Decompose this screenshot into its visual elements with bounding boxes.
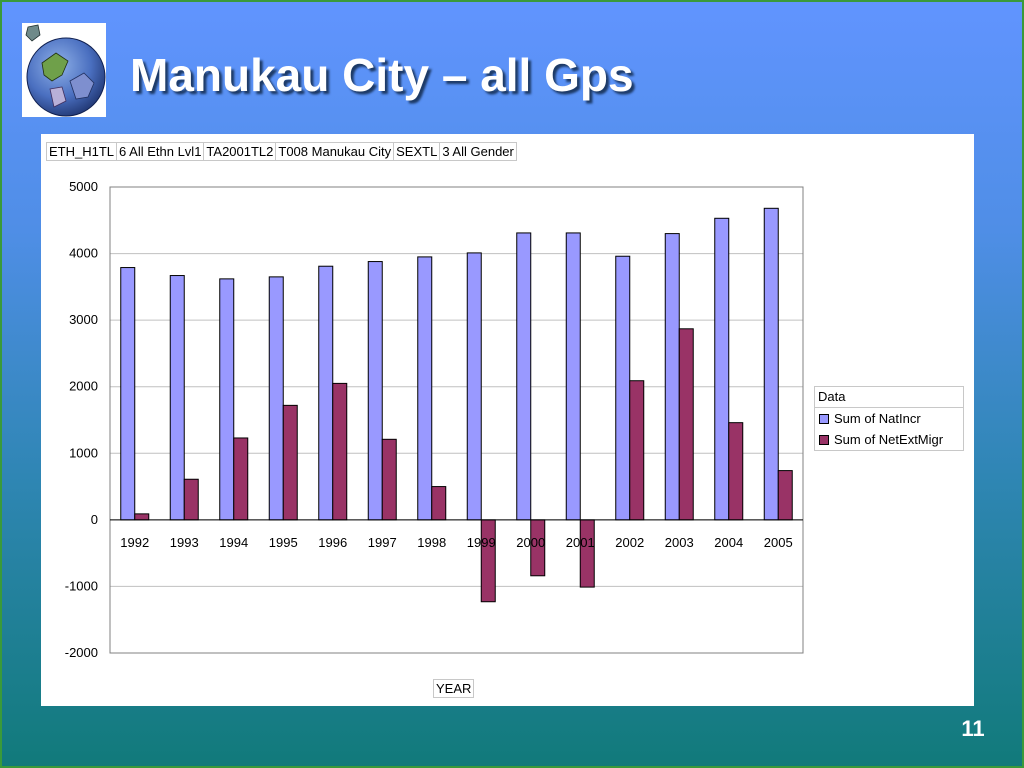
x-tick-label-1992: 1992	[120, 535, 149, 550]
x-tick-label-2001: 2001	[566, 535, 595, 550]
bar-netextmigr-2001	[579, 519, 595, 588]
page-number: 11	[961, 716, 985, 741]
bar-netextmigr-1992	[134, 513, 150, 521]
bar-netextmigr-1999	[480, 519, 496, 603]
x-tick-label-2003: 2003	[665, 535, 694, 550]
legend-label-natincr: Sum of NatIncr	[834, 411, 921, 426]
x-tick-label-1994: 1994	[219, 535, 248, 550]
y-tick-label: 2000	[69, 379, 98, 394]
bar-netextmigr-1997	[381, 438, 397, 521]
x-tick-label-2004: 2004	[714, 535, 743, 550]
slide-title: Manukau City – all Gps	[130, 49, 634, 101]
bar-netextmigr-1995	[282, 404, 298, 521]
x-tick-label-1996: 1996	[318, 535, 347, 550]
chart-legend: Data Sum of NatIncr Sum of NetExtMigr	[814, 386, 964, 451]
bar-natincr-2005	[763, 207, 779, 521]
bar-natincr-2004	[714, 217, 730, 521]
legend-item-natincr: Sum of NatIncr	[815, 408, 963, 429]
legend-item-netextmigr: Sum of NetExtMigr	[815, 429, 963, 450]
y-tick-label: 0	[91, 512, 98, 527]
legend-label-netextmigr: Sum of NetExtMigr	[834, 432, 944, 447]
x-tick-label-1995: 1995	[269, 535, 298, 550]
bar-netextmigr-1996	[332, 382, 348, 521]
filter-value-ta[interactable]: T008 Manukau City	[275, 142, 395, 161]
bar-netextmigr-2004	[728, 422, 744, 521]
bar-natincr-1992	[120, 267, 136, 521]
bar-natincr-2001	[565, 232, 581, 521]
y-tick-label: 1000	[69, 445, 98, 460]
bar-netextmigr-1998	[431, 486, 447, 521]
pivot-filter-bar: ETH_H1TL 6 All Ethn Lvl1 TA2001TL2 T008 …	[46, 142, 517, 161]
filter-field-ta[interactable]: TA2001TL2	[203, 142, 277, 161]
x-tick-label-1999: 1999	[467, 535, 496, 550]
x-tick-label-1997: 1997	[368, 535, 397, 550]
bar-natincr-1993	[169, 275, 185, 521]
filter-value-eth[interactable]: 6 All Ethn Lvl1	[116, 142, 205, 161]
bar-natincr-2002	[615, 255, 631, 521]
bar-natincr-2003	[664, 233, 680, 521]
y-tick-label: 3000	[69, 312, 98, 327]
y-tick-label: 4000	[69, 246, 98, 261]
globe-logo-icon	[22, 23, 106, 117]
filter-value-sex[interactable]: 3 All Gender	[439, 142, 517, 161]
x-tick-label-2002: 2002	[615, 535, 644, 550]
bar-netextmigr-1994	[233, 437, 249, 521]
x-axis-field-button[interactable]: YEAR	[433, 679, 475, 698]
y-tick-label: -2000	[65, 645, 98, 660]
plot-area-border	[109, 186, 804, 654]
bar-natincr-1995	[268, 276, 284, 521]
bar-netextmigr-2005	[777, 470, 793, 521]
y-tick-label: 5000	[69, 179, 98, 194]
legend-swatch-netextmigr	[819, 434, 829, 445]
x-tick-label-1998: 1998	[417, 535, 446, 550]
bar-natincr-1998	[417, 256, 433, 521]
legend-title: Data	[815, 387, 963, 408]
y-tick-label: -1000	[65, 578, 98, 593]
bar-netextmigr-2002	[629, 380, 645, 521]
legend-swatch-natincr	[819, 413, 829, 424]
bar-natincr-1997	[367, 261, 383, 521]
x-tick-label-1993: 1993	[170, 535, 199, 550]
x-tick-label-2005: 2005	[764, 535, 793, 550]
filter-field-eth[interactable]: ETH_H1TL	[46, 142, 118, 161]
bar-natincr-1994	[219, 278, 235, 521]
bar-netextmigr-1993	[183, 478, 199, 521]
bar-natincr-2000	[516, 232, 532, 521]
bar-natincr-1999	[466, 252, 482, 521]
x-tick-label-2000: 2000	[516, 535, 545, 550]
bar-natincr-1996	[318, 265, 334, 521]
bar-netextmigr-2003	[678, 328, 694, 521]
